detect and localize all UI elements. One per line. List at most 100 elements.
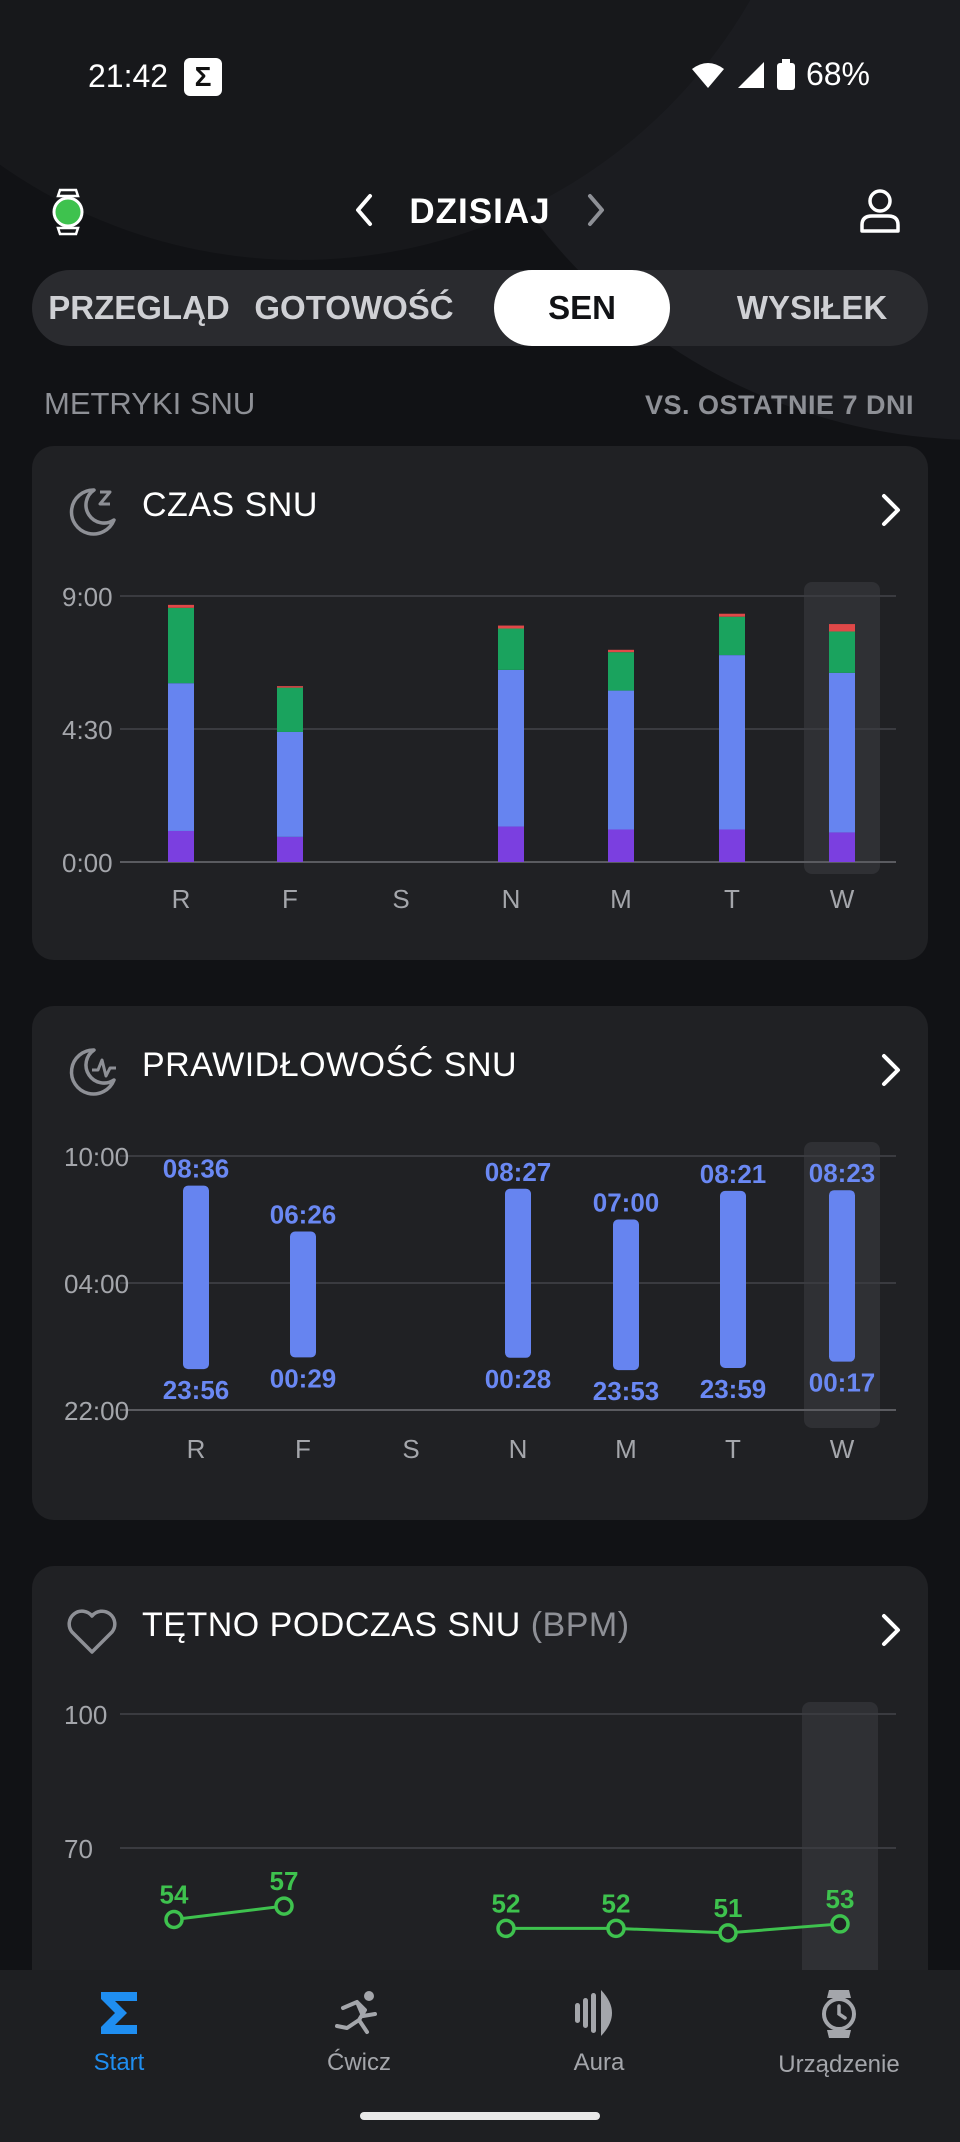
bar-segment-rem: [498, 628, 524, 670]
chevron-right-icon[interactable]: [876, 1610, 904, 1650]
bar-segment-light: [498, 669, 524, 827]
hr-point: [718, 1923, 738, 1943]
hr-point: [830, 1914, 850, 1934]
x-tick-label: T: [725, 1434, 741, 1464]
bar-segment-light: [168, 683, 194, 831]
bar-segment-awake: [168, 604, 194, 608]
bar-segment-deep: [719, 829, 745, 862]
previous-day-button[interactable]: [352, 192, 376, 228]
bar-end-label: 07:00: [593, 1188, 660, 1218]
section-title: METRYKI SNU: [44, 386, 256, 421]
y-tick-label: 9:00: [62, 582, 113, 612]
bar-segment-awake: [498, 625, 524, 629]
x-tick-label: S: [402, 1434, 419, 1464]
bar-segment-light: [608, 690, 634, 830]
hr-value-label: 57: [270, 1866, 299, 1896]
hr-line: [173, 1904, 285, 1921]
status-icons: 68%: [690, 56, 870, 93]
bar-end-label: 08:23: [809, 1158, 876, 1188]
bar-segment-deep: [608, 829, 634, 862]
sleep-range-bar: [183, 1185, 209, 1370]
sleep-regularity-card[interactable]: PRAWIDŁOWOŚĆ SNU 22:00 04:00 10:00 08:36 23:…: [32, 1006, 928, 1520]
x-tick-label: F: [295, 1434, 311, 1464]
date-label: DZISIAJ: [409, 192, 551, 231]
profile-icon[interactable]: [858, 188, 902, 234]
y-tick-label: 0:00: [62, 848, 113, 878]
bar-segment-deep: [829, 832, 855, 862]
nav-device-label: Urządzenie: [778, 2051, 900, 2078]
x-tick-label: S: [392, 884, 409, 914]
hr-point: [496, 1918, 516, 1939]
battery-percent: 68%: [805, 56, 870, 92]
y-tick-label: 100: [64, 1700, 107, 1730]
sleep-range-bar: [290, 1231, 316, 1358]
bar-segment-rem: [829, 631, 855, 673]
x-tick-label: N: [509, 1434, 528, 1464]
bar-segment-awake: [829, 624, 855, 632]
highlight-column: [802, 1702, 878, 2026]
tab-sleep[interactable]: SEN: [494, 270, 670, 346]
sleep-regularity-title: PRAWIDŁOWOŚĆ SNU: [142, 1046, 518, 1084]
nav-aura[interactable]: Aura: [499, 1988, 699, 2077]
nav-start[interactable]: Start: [19, 1988, 219, 2077]
bar-segment-deep: [498, 826, 524, 862]
x-tick-label: R: [187, 1434, 206, 1464]
tab-effort[interactable]: WYSIŁEK: [736, 289, 888, 326]
hr-point: [274, 1896, 294, 1916]
watch-icon: [822, 1990, 856, 2038]
sleep-heart-rate-chart: 70 100 54 57 52 52 51 53: [64, 1700, 896, 2026]
sleep-regularity-chart: 22:00 04:00 10:00 08:36 23:56 R 06:26 00:29 F S 08…: [64, 1142, 896, 1464]
hr-value-label: 54: [160, 1879, 189, 1909]
x-tick-label: N: [502, 884, 521, 914]
x-tick-label: T: [724, 884, 740, 914]
chevron-right-icon[interactable]: [876, 490, 904, 530]
date-header: DZISIAJ: [0, 180, 960, 240]
x-tick-label: R: [172, 884, 191, 914]
next-day-button[interactable]: [584, 192, 608, 228]
wifi-icon: [691, 62, 724, 88]
moon-zzz-icon: [69, 488, 116, 536]
sleep-time-card[interactable]: CZAS SNU 0:00 4:30 9:00 R F S N M T W: [32, 446, 928, 960]
x-tick-label: M: [610, 884, 632, 914]
heart-icon: [67, 1609, 117, 1654]
hr-value-label: 51: [714, 1893, 743, 1923]
bar-segment-deep: [277, 836, 303, 862]
y-tick-label: 70: [64, 1834, 93, 1864]
x-tick-label: W: [830, 884, 855, 914]
x-tick-label: F: [282, 884, 298, 914]
sleep-heart-rate-card[interactable]: TĘTNO PODCZAS SNU (BPM) 70 100 54 57 52 52 51 5…: [32, 1566, 928, 2026]
sleep-range-bar: [613, 1219, 639, 1371]
sleep-range-bar: [720, 1190, 746, 1369]
bar-segment-light: [719, 655, 745, 830]
bar-start-label: 23:56: [163, 1375, 230, 1405]
bar-start-label: 00:17: [809, 1368, 876, 1398]
nav-device[interactable]: Urządzenie: [739, 1988, 939, 2079]
hr-value-label: 52: [602, 1888, 631, 1918]
bar-start-label: 23:59: [700, 1374, 767, 1404]
bar-segment-awake: [277, 686, 303, 688]
bar-segment-deep: [168, 830, 194, 862]
moon-pulse-icon: [69, 1048, 116, 1096]
sleep-range-bar: [505, 1188, 531, 1358]
watch-connected-icon[interactable]: [48, 188, 88, 236]
sigma-icon: [101, 1992, 137, 2034]
app-notification-icon: Σ: [184, 58, 222, 96]
bar-end-label: 08:27: [485, 1157, 552, 1187]
tab-bar: PRZEGLĄD GOTOWOŚĆ SEN WYSIŁEK: [32, 270, 928, 346]
chevron-right-icon[interactable]: [876, 1050, 904, 1090]
home-indicator: [360, 2112, 600, 2120]
tab-overview[interactable]: PRZEGLĄD: [48, 289, 230, 326]
y-tick-label: 04:00: [64, 1269, 129, 1299]
sleep-heart-rate-unit: (BPM): [530, 1606, 630, 1644]
bar-segment-rem: [608, 652, 634, 691]
hr-value-label: 52: [492, 1888, 521, 1918]
sleep-time-title: CZAS SNU: [142, 486, 318, 524]
sleep-heart-rate-title-text: TĘTNO PODCZAS SNU: [142, 1606, 521, 1644]
bar-start-label: 23:53: [593, 1376, 660, 1406]
y-tick-label: 4:30: [62, 715, 113, 745]
nav-aura-label: Aura: [573, 2049, 625, 2076]
tab-readiness[interactable]: GOTOWOŚĆ: [254, 289, 454, 326]
x-tick-label: M: [615, 1434, 637, 1464]
nav-exercise[interactable]: Ćwicz: [259, 1988, 459, 2077]
nav-exercise-label: Ćwicz: [327, 2049, 391, 2076]
